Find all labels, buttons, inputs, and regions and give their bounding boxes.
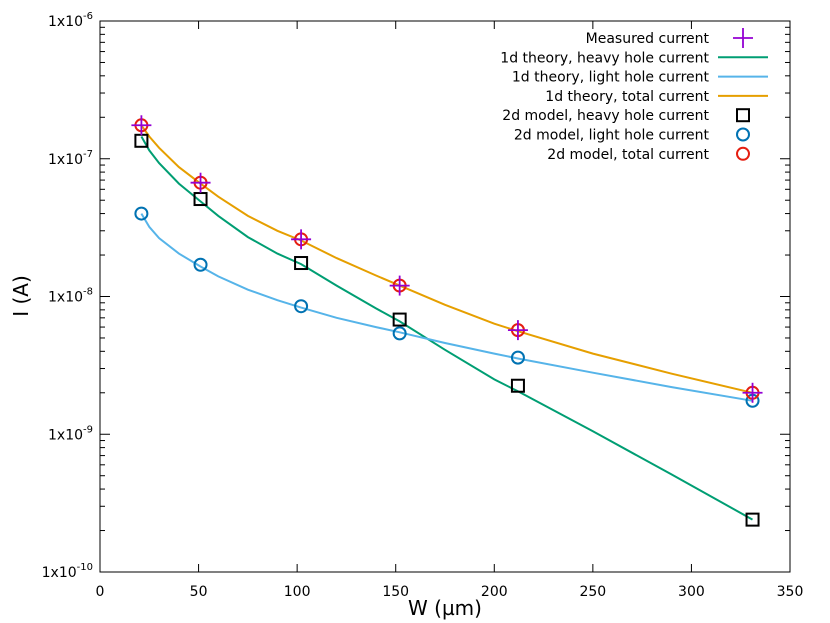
legend-label: Measured current bbox=[586, 31, 710, 47]
y-tick-label: 1x10-7 bbox=[48, 149, 93, 168]
x-tick-label: 200 bbox=[481, 584, 508, 600]
legend-label: 2d model, heavy hole current bbox=[502, 108, 709, 124]
axis-ticks bbox=[99, 20, 791, 573]
x-tick-label: 100 bbox=[284, 584, 311, 600]
series-line bbox=[140, 124, 753, 394]
y-tick-label: 1x10-6 bbox=[48, 11, 93, 30]
circle-marker bbox=[193, 257, 208, 272]
circle-marker bbox=[294, 299, 309, 314]
circle-marker bbox=[510, 350, 525, 365]
x-tick-label: 350 bbox=[777, 584, 804, 600]
legend-label: 1d theory, total current bbox=[545, 89, 709, 105]
square-marker bbox=[745, 512, 760, 527]
series-lines bbox=[140, 124, 753, 521]
square-marker bbox=[193, 192, 208, 207]
x-tick-label: 250 bbox=[579, 584, 606, 600]
square-marker bbox=[510, 378, 525, 393]
series-line bbox=[140, 213, 753, 402]
x-tick-label: 50 bbox=[190, 584, 208, 600]
x-tick-label: 150 bbox=[382, 584, 409, 600]
plus-marker bbox=[733, 28, 753, 48]
y-tick-labels: 1x10-10 1x10-9 1x10-8 1x10-7 1x10-6 bbox=[42, 11, 93, 581]
legend-label: 2d model, light hole current bbox=[514, 128, 710, 144]
x-tick-labels: 0 50 100 150 200 250 300 350 bbox=[96, 584, 804, 600]
square-marker bbox=[736, 108, 750, 123]
circle-marker bbox=[134, 206, 149, 221]
square-marker bbox=[392, 312, 407, 327]
legend: Measured current 1d theory, heavy hole cu… bbox=[500, 28, 768, 163]
plus-marker bbox=[507, 320, 528, 341]
y-tick-label: 1x10-10 bbox=[42, 562, 93, 581]
circle-marker bbox=[736, 127, 750, 142]
plus-marker bbox=[389, 275, 410, 296]
plus-marker bbox=[742, 382, 763, 403]
circle-marker bbox=[392, 326, 407, 341]
circle-marker bbox=[736, 146, 750, 161]
legend-label: 1d theory, heavy hole current bbox=[500, 50, 709, 66]
series-line bbox=[140, 136, 753, 521]
plus-marker bbox=[291, 229, 312, 250]
y-tick-label: 1x10-9 bbox=[48, 424, 93, 443]
y-axis-title: I (A) bbox=[9, 275, 33, 317]
y-tick-label: 1x10-8 bbox=[48, 287, 93, 306]
legend-label: 2d model, total current bbox=[547, 147, 709, 163]
square-marker bbox=[294, 256, 309, 271]
plus-marker bbox=[190, 172, 211, 193]
series-markers bbox=[131, 115, 763, 527]
x-tick-label: 0 bbox=[96, 584, 105, 600]
x-tick-label: 300 bbox=[678, 584, 705, 600]
x-axis-title: W (µm) bbox=[408, 596, 482, 620]
plus-marker bbox=[131, 115, 152, 136]
legend-label: 1d theory, light hole current bbox=[512, 70, 710, 86]
